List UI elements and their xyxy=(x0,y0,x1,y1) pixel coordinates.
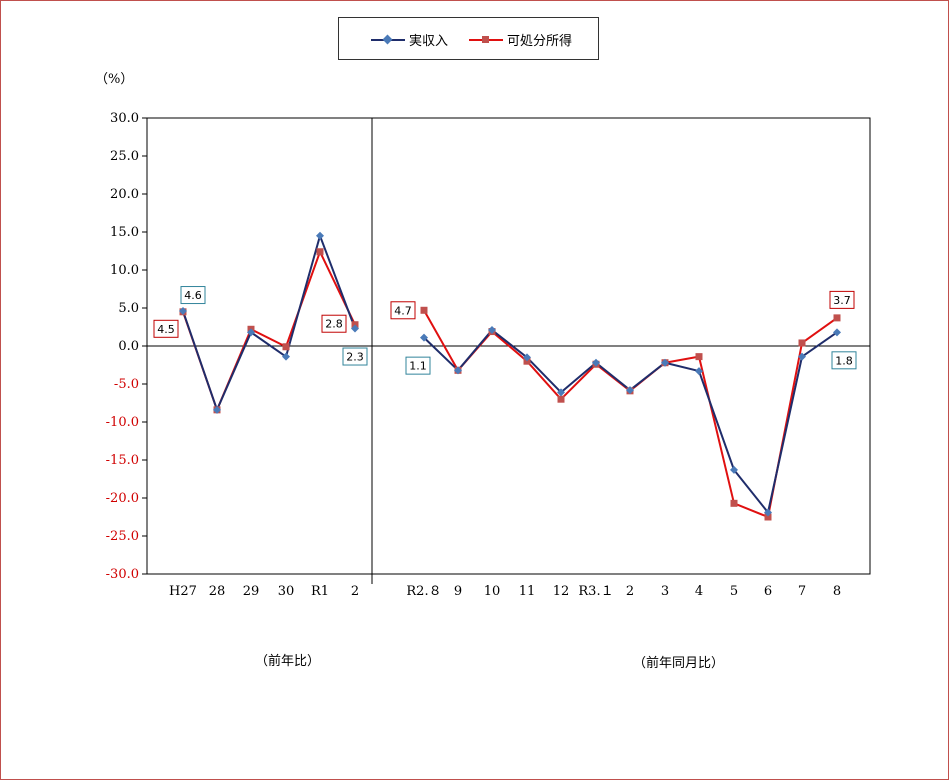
marker-diamond xyxy=(557,388,565,397)
marker-diamond xyxy=(179,307,187,316)
legend-line-disposable xyxy=(469,35,503,43)
y-tick-label: 5.0 xyxy=(118,301,139,316)
marker-diamond xyxy=(626,386,634,395)
y-tick-label: 10.0 xyxy=(110,263,139,278)
legend-line-income xyxy=(371,34,405,44)
data-label-box xyxy=(342,347,368,366)
marker-diamond xyxy=(764,508,772,517)
y-tick-label: -10.0 xyxy=(106,415,139,430)
x-tick-label: 9 xyxy=(454,584,462,599)
y-tick-label: 15.0 xyxy=(110,225,139,240)
x-tick-label: 28 xyxy=(209,584,226,599)
legend-label-disposable: 可処分所得 xyxy=(507,34,573,49)
legend-label-income: 実収入 xyxy=(409,34,449,49)
chart-legend: 実収入 可処分所得 xyxy=(338,17,599,60)
x-tick-label: 5 xyxy=(730,584,738,599)
marker-square xyxy=(764,513,772,521)
marker-diamond xyxy=(420,333,428,342)
x-tick-label: 12 xyxy=(553,584,570,599)
marker-diamond xyxy=(730,465,738,474)
marker-diamond xyxy=(316,231,324,240)
data-label-box xyxy=(321,314,347,333)
data-label-box xyxy=(153,319,179,338)
y-tick-label: 0.0 xyxy=(118,339,139,354)
marker-diamond xyxy=(695,367,703,376)
x-tick-label: 8 xyxy=(833,584,841,599)
marker-diamond xyxy=(833,328,841,337)
data-label: 4.7 xyxy=(394,304,412,317)
x-tick-label: 2 xyxy=(626,584,634,599)
data-label: 3.7 xyxy=(833,294,851,307)
x-tick-label: 6 xyxy=(764,584,772,599)
marker-square xyxy=(282,343,290,351)
y-axis-unit: （%） xyxy=(95,72,134,87)
marker-square xyxy=(798,339,806,347)
x-tick-label: R3.１ xyxy=(578,584,613,599)
marker-square xyxy=(420,306,428,314)
x-tick-label: 7 xyxy=(798,584,806,599)
data-label-box xyxy=(180,286,206,305)
marker-square xyxy=(695,353,703,361)
data-label: 2.8 xyxy=(325,318,343,331)
data-label-box xyxy=(829,290,855,309)
data-label: 4.6 xyxy=(184,289,202,302)
y-tick-label: 25.0 xyxy=(110,149,139,164)
marker-square xyxy=(557,395,565,403)
marker-square xyxy=(316,248,324,256)
data-label-box xyxy=(831,351,857,370)
legend-item-disposable: 可処分所得 xyxy=(469,30,572,49)
marker-square xyxy=(833,314,841,322)
marker-diamond xyxy=(523,353,531,362)
x-tick-label: H27 xyxy=(169,584,197,599)
period-label-monthly: （前年同月比） xyxy=(633,656,725,671)
marker-diamond xyxy=(247,328,255,337)
marker-diamond xyxy=(282,352,290,361)
y-tick-label: -25.0 xyxy=(106,529,139,544)
y-tick-label: 30.0 xyxy=(110,111,139,126)
marker-diamond xyxy=(661,358,669,367)
marker-square xyxy=(730,499,738,507)
data-label: 1.1 xyxy=(409,360,427,373)
x-tick-label: 30 xyxy=(278,584,295,599)
marker-diamond xyxy=(592,358,600,367)
y-tick-label: -30.0 xyxy=(106,567,139,582)
marker-diamond xyxy=(488,326,496,335)
data-label-box xyxy=(390,301,416,320)
x-tick-label: 2 xyxy=(351,584,359,599)
marker-diamond xyxy=(213,405,221,414)
legend-square-icon xyxy=(482,35,489,43)
marker-diamond xyxy=(454,366,462,375)
x-tick-label: 4 xyxy=(695,584,703,599)
x-tick-label: 10 xyxy=(484,584,501,599)
x-tick-label: R2.８ xyxy=(406,584,441,599)
x-tick-label: 11 xyxy=(519,584,536,599)
y-tick-label: -20.0 xyxy=(106,491,139,506)
x-tick-label: R1 xyxy=(311,584,329,599)
y-tick-label: 20.0 xyxy=(110,187,139,202)
marker-diamond xyxy=(798,352,806,361)
series-line-disposable xyxy=(423,309,838,518)
data-label-box xyxy=(405,356,431,375)
data-label: 2.3 xyxy=(346,351,364,364)
x-tick-label: 3 xyxy=(661,584,669,599)
x-tick-label: 29 xyxy=(243,584,260,599)
data-label: 4.5 xyxy=(157,323,175,336)
legend-item-income: 実収入 xyxy=(371,30,448,49)
y-tick-label: -5.0 xyxy=(114,377,139,392)
series-line-income xyxy=(182,234,356,411)
data-label: 1.8 xyxy=(835,354,853,367)
period-label-annual: （前年比） xyxy=(255,654,321,669)
y-tick-label: -15.0 xyxy=(106,453,139,468)
marker-diamond xyxy=(351,324,359,333)
